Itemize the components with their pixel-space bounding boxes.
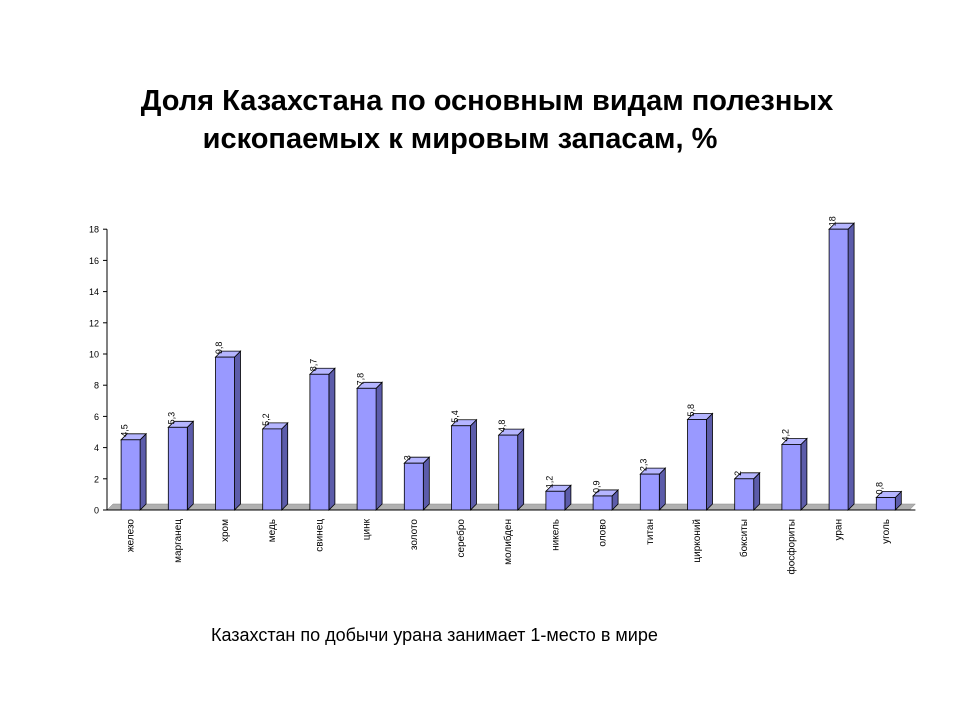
y-tick-label: 6	[94, 412, 99, 422]
y-tick-label: 18	[89, 225, 99, 235]
chart-title: Доля Казахстана по основным видам полезн…	[60, 82, 900, 158]
data-label: 8,7	[308, 359, 318, 372]
bar-side	[234, 350, 241, 511]
y-tick-label: 14	[89, 287, 99, 297]
bar-front	[451, 425, 471, 511]
y-tick-label: 12	[89, 318, 99, 328]
bar-side	[139, 432, 147, 511]
category-label: молибден	[502, 519, 514, 565]
bar-железо	[120, 432, 148, 511]
bar-side	[517, 428, 525, 511]
y-tick-label: 0	[94, 506, 99, 516]
data-label: 2,3	[639, 459, 649, 472]
y-tick-label: 8	[94, 381, 99, 391]
bar-front	[356, 387, 377, 511]
bar-front	[687, 419, 707, 511]
data-label: 7,8	[355, 373, 365, 386]
data-label: 3	[403, 455, 413, 460]
data-label: 4,2	[780, 429, 790, 442]
chart-title-line2: ископаемых к мировым запасам, %	[202, 123, 718, 155]
bar-side	[470, 418, 477, 511]
bar-front	[639, 473, 660, 511]
bar-бокситы	[733, 471, 761, 511]
category-label: бокситы	[738, 519, 750, 557]
y-tick-label: 16	[89, 256, 99, 266]
category-label: серебро	[455, 519, 467, 558]
bar-front	[309, 373, 330, 511]
bar-фосфориты	[780, 437, 808, 511]
bar-side	[328, 367, 336, 511]
data-label: 5,8	[686, 404, 696, 417]
bar-никель	[544, 484, 572, 511]
data-label: 2	[733, 471, 743, 476]
bar-front	[875, 497, 896, 511]
category-label: цинк	[362, 518, 373, 540]
bar-цинк	[356, 381, 384, 511]
data-label: 9,8	[214, 342, 224, 355]
bar-уголь	[875, 490, 903, 511]
bar-front	[498, 434, 519, 511]
bar-front	[262, 428, 283, 511]
bar-side	[281, 421, 289, 511]
bar-свинец	[308, 367, 336, 511]
bar-титан	[639, 467, 667, 511]
bar-уран	[828, 222, 856, 511]
data-label: 5,3	[167, 412, 177, 425]
bar-front	[828, 228, 849, 511]
category-label: никель	[550, 519, 561, 551]
data-label: 1,2	[544, 476, 554, 489]
category-label: олово	[598, 519, 609, 547]
data-label: 4,5	[119, 424, 129, 437]
y-tick-label: 4	[94, 443, 99, 453]
category-label: цирконий	[692, 519, 703, 563]
bar-front	[734, 478, 755, 511]
data-label: 0,8	[875, 482, 885, 495]
category-label: хром	[220, 519, 231, 542]
bar-цирконий	[686, 412, 714, 511]
category-label: золото	[409, 519, 420, 551]
bar-серебро	[450, 418, 478, 511]
data-label: 5,4	[450, 410, 460, 423]
data-label: 0,9	[591, 480, 601, 493]
bar-молибден	[497, 428, 525, 511]
bar-front	[215, 356, 235, 511]
category-label: титан	[645, 519, 656, 545]
category-label: свинец	[314, 519, 325, 552]
bar-side	[422, 456, 430, 511]
bar-front	[545, 490, 566, 511]
category-label: фосфориты	[785, 519, 797, 575]
bar-side	[375, 381, 383, 511]
y-tick-label: 10	[89, 350, 99, 360]
bar-side	[847, 222, 855, 511]
data-label: 4,8	[497, 420, 507, 433]
y-tick-label: 2	[94, 474, 99, 484]
bar-олово	[592, 488, 620, 511]
bar-хром	[214, 350, 242, 511]
bar-медь	[261, 421, 289, 511]
chart-caption: Казахстан по добычи урана занимает 1-мес…	[211, 625, 658, 645]
category-label: медь	[267, 519, 278, 542]
bar-front	[403, 462, 424, 511]
category-label: уголь	[881, 519, 892, 544]
bar-side	[706, 412, 713, 511]
category-label: уран	[834, 519, 845, 541]
bar-front	[781, 444, 802, 511]
category-label: железо	[126, 519, 137, 553]
bar-front	[167, 426, 188, 511]
bar-марганец	[167, 420, 195, 511]
chart-title-line1: Доля Казахстана по основным видам полезн…	[140, 85, 834, 117]
bar-front	[592, 495, 613, 511]
bar-side	[186, 420, 194, 511]
data-label: 18	[827, 216, 837, 226]
bar-золото	[403, 456, 431, 511]
category-label: марганец	[173, 519, 184, 563]
bar-side	[800, 437, 808, 511]
bar-side	[658, 467, 666, 511]
bar-front	[120, 439, 141, 511]
data-label: 5,2	[261, 413, 271, 426]
